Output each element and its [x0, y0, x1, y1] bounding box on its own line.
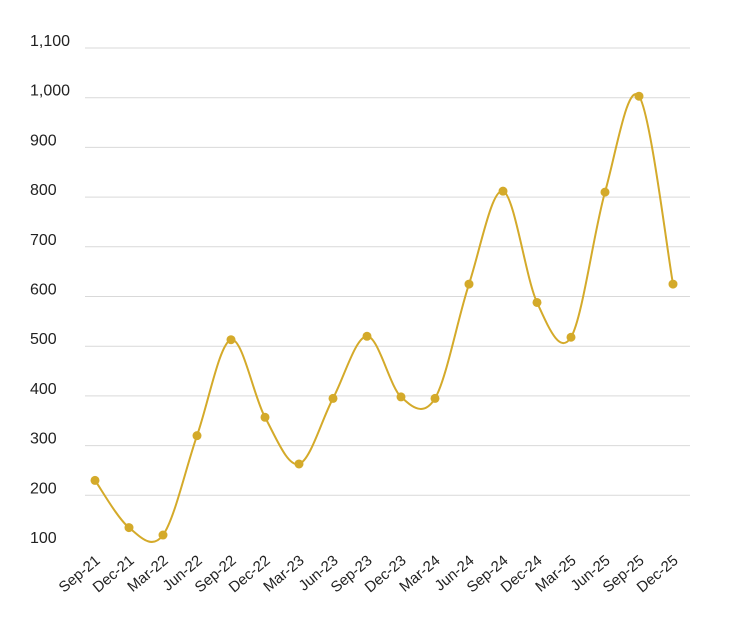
data-point [668, 279, 678, 289]
y-tick-label: 1,000 [30, 83, 70, 100]
y-tick-label: 500 [30, 331, 57, 348]
data-point [294, 459, 304, 469]
y-axis-ticks: 100 200 300 400 500 600 700 800 900 1,000 1,100 [30, 33, 70, 547]
data-point [532, 297, 542, 307]
series-line [94, 93, 674, 543]
y-tick-label: 900 [30, 132, 57, 149]
y-tick-label: 1,100 [30, 33, 70, 50]
data-point [158, 530, 168, 540]
data-point [362, 331, 372, 341]
data-point [396, 392, 406, 402]
data-point [226, 335, 236, 345]
y-tick-label: 800 [30, 182, 57, 199]
data-point [634, 91, 644, 101]
y-tick-label: 100 [30, 530, 57, 547]
data-point [464, 279, 474, 289]
data-point [192, 431, 202, 441]
data-point [90, 475, 100, 485]
y-tick-label: 300 [30, 431, 57, 448]
data-point [260, 412, 270, 422]
gridlines [85, 47, 690, 496]
data-point [498, 186, 508, 196]
y-tick-label: 400 [30, 381, 57, 398]
data-point [600, 187, 610, 197]
data-point [328, 393, 338, 403]
y-tick-label: 200 [30, 480, 57, 497]
x-axis-ticks: Sep-21Dec-21Mar-22Jun-22Sep-22Dec-22Mar-… [56, 552, 682, 596]
y-tick-label: 600 [30, 282, 57, 299]
data-point [124, 523, 134, 533]
data-point [430, 393, 440, 403]
data-point [566, 332, 576, 342]
y-tick-label: 700 [30, 232, 57, 249]
data-points [90, 91, 678, 540]
